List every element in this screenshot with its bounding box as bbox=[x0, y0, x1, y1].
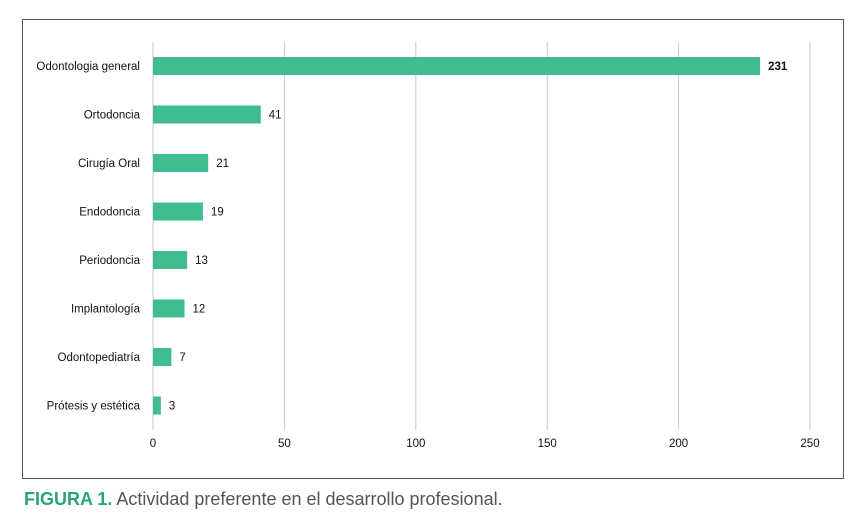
bars bbox=[153, 57, 761, 415]
x-tick-label: 50 bbox=[278, 438, 291, 450]
data-label: 13 bbox=[195, 255, 208, 267]
bar bbox=[153, 348, 172, 366]
x-tick-label: 100 bbox=[406, 438, 425, 450]
x-tick-label: 0 bbox=[150, 438, 156, 450]
bar-chart: Odontologia general Ortodoncia Cirugía Ora… bbox=[36, 42, 820, 450]
data-labels: 231 41 21 19 13 12 7 3 bbox=[169, 61, 788, 413]
bar bbox=[153, 299, 185, 318]
bar bbox=[153, 154, 209, 172]
category-label: Cirugía Oral bbox=[78, 158, 140, 170]
category-label: Ortodoncia bbox=[84, 110, 141, 122]
figure-caption: FIGURA 1. Actividad preferente en el des… bbox=[24, 489, 503, 510]
bar bbox=[153, 396, 161, 415]
category-label: Odontopediatría bbox=[58, 352, 141, 364]
gridlines bbox=[152, 42, 811, 430]
bar bbox=[153, 105, 261, 124]
figure-number: FIGURA 1. bbox=[24, 489, 113, 509]
x-tick-label: 150 bbox=[538, 438, 557, 450]
data-label: 3 bbox=[169, 401, 175, 413]
category-label: Odontologia general bbox=[36, 61, 140, 73]
data-label: 41 bbox=[269, 110, 282, 122]
bar bbox=[153, 202, 203, 221]
figure-caption-text: Actividad preferente en el desarrollo pr… bbox=[116, 489, 503, 509]
x-tick-label: 250 bbox=[800, 438, 819, 450]
data-label: 21 bbox=[216, 158, 229, 170]
data-label: 7 bbox=[179, 352, 185, 364]
data-label: 12 bbox=[193, 304, 206, 316]
bar bbox=[153, 57, 761, 75]
x-tick-label: 200 bbox=[669, 438, 688, 450]
category-labels: Odontologia general Ortodoncia Cirugía Ora… bbox=[36, 61, 140, 413]
x-tick-labels: 0 50 100 150 200 250 bbox=[150, 438, 820, 450]
category-label: Implantología bbox=[71, 304, 141, 316]
chart-frame: Odontologia general Ortodoncia Cirugía Ora… bbox=[22, 19, 844, 479]
data-label: 19 bbox=[211, 207, 224, 219]
category-label: Endodoncia bbox=[79, 207, 140, 219]
data-label: 231 bbox=[768, 61, 788, 73]
bar bbox=[153, 251, 188, 269]
category-label: Prótesis y estética bbox=[47, 401, 141, 413]
category-label: Periodoncia bbox=[79, 255, 140, 267]
